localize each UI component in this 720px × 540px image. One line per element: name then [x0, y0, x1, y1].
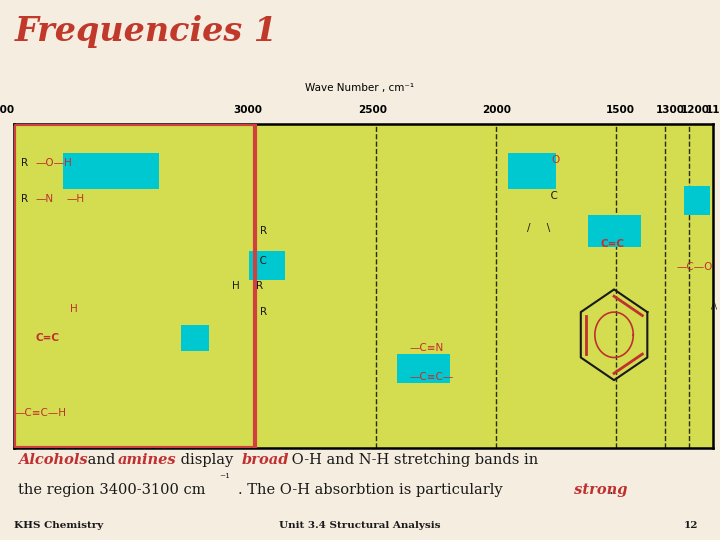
Text: O: O: [552, 155, 559, 165]
Bar: [181, 325, 210, 351]
Text: R: R: [22, 158, 29, 168]
Bar: [249, 251, 285, 280]
Text: Alcohols: Alcohols: [18, 453, 88, 467]
Bar: [63, 153, 159, 189]
Text: H: H: [71, 304, 78, 314]
Text: 2000: 2000: [482, 105, 511, 114]
Text: R: R: [261, 307, 267, 318]
Text: 1200: 1200: [680, 105, 710, 114]
Text: strong: strong: [569, 483, 627, 497]
Bar: [14, 124, 255, 448]
Text: /     \: / \: [527, 223, 550, 233]
Text: and: and: [83, 453, 120, 467]
Bar: [684, 186, 711, 215]
Text: —C≡N: —C≡N: [410, 343, 444, 353]
Text: Frequencies 1: Frequencies 1: [14, 15, 277, 48]
Text: O-H and N-H stretching bands in: O-H and N-H stretching bands in: [287, 453, 539, 467]
Text: broad: broad: [242, 453, 289, 467]
Text: C=C: C=C: [35, 333, 59, 343]
Text: KHS Chemistry: KHS Chemistry: [14, 521, 104, 530]
Text: 4000: 4000: [0, 105, 14, 114]
Bar: [588, 215, 641, 247]
Text: Unit 3.4 Structural Analysis: Unit 3.4 Structural Analysis: [279, 521, 441, 530]
Text: R: R: [261, 226, 267, 237]
Text: Wave Number , cm⁻¹: Wave Number , cm⁻¹: [305, 83, 415, 93]
Text: C=C: C=C: [600, 239, 624, 249]
Text: —C—O: —C—O: [676, 262, 713, 272]
Text: 1100: 1100: [706, 105, 720, 114]
Text: —N: —N: [35, 194, 53, 204]
Text: amines: amines: [117, 453, 176, 467]
Text: .: .: [608, 483, 613, 497]
Text: —O—H: —O—H: [35, 158, 72, 168]
Text: R: R: [22, 194, 29, 204]
Text: H     R: H R: [233, 281, 264, 292]
Text: C: C: [544, 191, 558, 201]
Bar: [397, 354, 450, 383]
Text: . The O-H absorbtion is particularly: . The O-H absorbtion is particularly: [238, 483, 503, 497]
Text: 1500: 1500: [606, 105, 635, 114]
Text: 12: 12: [684, 521, 698, 530]
Text: C: C: [253, 255, 267, 266]
Text: —C≡C—: —C≡C—: [410, 372, 454, 382]
Text: display: display: [176, 453, 238, 467]
Bar: [508, 153, 557, 189]
Text: the region 3400-3100 cm: the region 3400-3100 cm: [18, 483, 205, 497]
Text: 2500: 2500: [358, 105, 387, 114]
Text: /\: /\: [711, 302, 717, 311]
Text: 1300: 1300: [656, 105, 685, 114]
Text: 3000: 3000: [234, 105, 263, 114]
Text: ⁻¹: ⁻¹: [220, 472, 230, 485]
Text: —C≡C—H: —C≡C—H: [14, 408, 66, 418]
Text: —H: —H: [67, 194, 85, 204]
